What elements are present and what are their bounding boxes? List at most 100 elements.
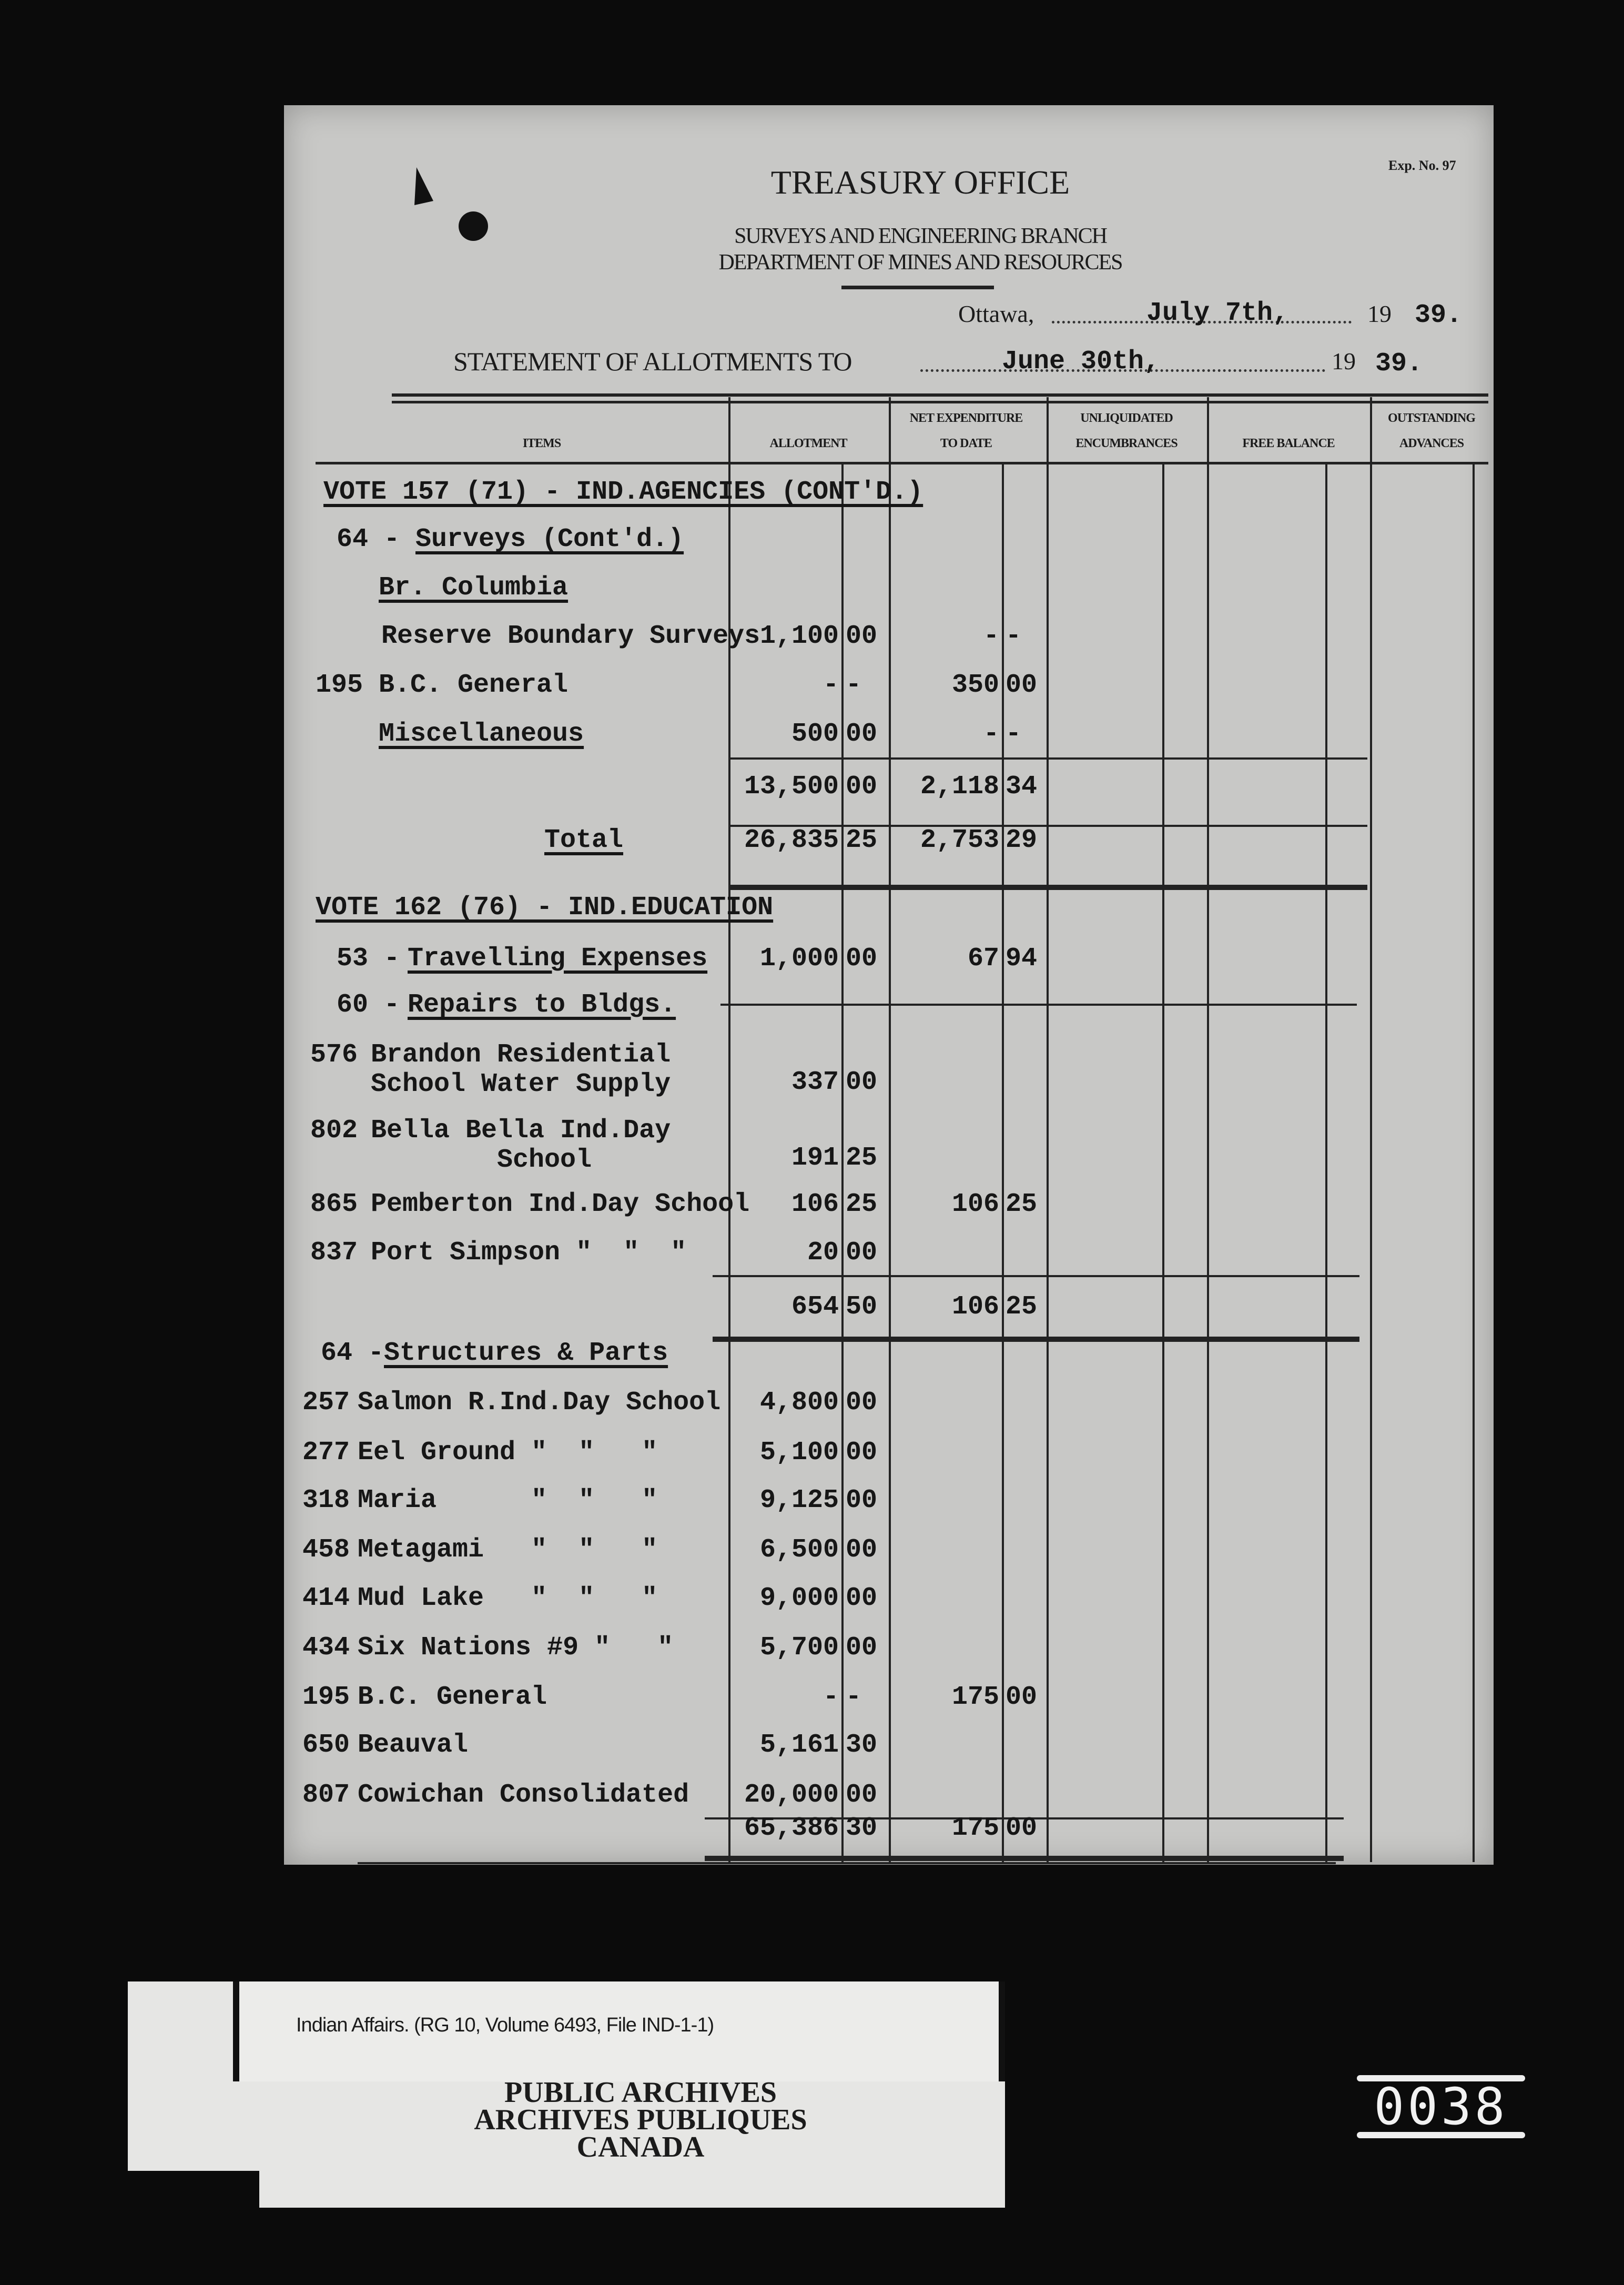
row-item-label: B.C. General <box>379 670 569 700</box>
title-rule <box>841 286 994 289</box>
allotment-dollars: 654 <box>791 1292 839 1322</box>
allotment-cents: 00 <box>846 1388 878 1418</box>
total-rule <box>728 825 1367 827</box>
row-number: 807 <box>302 1780 350 1810</box>
row-number: 802 <box>310 1116 358 1146</box>
allotment-dollars: 1,000 <box>759 944 839 974</box>
allotment-cents: 30 <box>846 1813 878 1843</box>
row-item-label: Structures & Parts <box>384 1338 668 1368</box>
row-item-label: Reserve Boundary Surveys <box>381 621 760 651</box>
column-divider <box>889 397 891 1862</box>
place-label: Ottawa, <box>958 300 1034 327</box>
allotment-dollars: 6,500 <box>759 1535 839 1565</box>
net-expenditure-cents: - <box>1006 621 1022 651</box>
column-header-net-expenditure: NET EXPENDITURE <box>909 411 1023 425</box>
allotment-cents: 00 <box>846 1535 878 1565</box>
row-item-label: Salmon R.Ind.Day School <box>358 1388 721 1418</box>
statement-dotted-line <box>920 369 1325 372</box>
row-item-label: Pemberton Ind.Day School <box>371 1189 750 1219</box>
total-rule <box>713 1337 1359 1342</box>
allotment-cents: 00 <box>846 1438 878 1468</box>
allotment-cents: 50 <box>846 1292 878 1322</box>
allotment-dollars: - <box>823 670 839 700</box>
statement-year-prefix: 19 <box>1332 348 1356 375</box>
row-item-label: Metagami " " " <box>358 1535 658 1565</box>
row-number: 865 <box>310 1189 358 1219</box>
row-item-label: Port Simpson " " " <box>371 1238 687 1268</box>
row-item-label: Eel Ground " " " <box>358 1438 658 1468</box>
column-header-outstanding: OUTSTANDING <box>1388 411 1476 425</box>
row-item-label: Beauval <box>358 1730 469 1760</box>
archive-reference-slip <box>233 1981 1005 2081</box>
row-item-label: VOTE 157 (71) - IND.AGENCIES (CONT'D.) <box>323 477 923 507</box>
year-value: 39. <box>1415 300 1463 330</box>
allotment-dollars: 4,800 <box>759 1388 839 1418</box>
frame-number: 0038 <box>1374 2077 1508 2136</box>
allotment-dollars: 1,100 <box>759 621 839 651</box>
allotment-dollars: 5,100 <box>759 1438 839 1468</box>
punch-mark-icon <box>414 167 488 241</box>
net-expenditure-cents: 00 <box>1006 670 1038 700</box>
allotment-cents: 00 <box>846 1583 878 1613</box>
allotment-dollars: 191 <box>791 1143 839 1173</box>
row-number: 277 <box>302 1438 350 1468</box>
net-expenditure-cents: 34 <box>1006 772 1038 802</box>
allotment-cents: 00 <box>846 1485 878 1515</box>
allotment-dollars: 5,161 <box>759 1730 839 1760</box>
column-header-allotment: ALLOTMENT <box>769 437 847 450</box>
archive-label-card: Indian Affairs. (RG 10, Volume 6493, Fil… <box>128 1981 1005 2208</box>
row-number: 195 <box>316 670 363 700</box>
table-top-rule-2 <box>392 401 1488 403</box>
net-expenditure-dollars: 175 <box>951 1813 999 1843</box>
total-rule <box>705 1856 1344 1861</box>
row-item-label: Maria " " " <box>358 1485 658 1515</box>
allotment-dollars: 337 <box>791 1067 839 1097</box>
net-expenditure-cents: - <box>1006 719 1022 749</box>
net-expenditure-cents: 25 <box>1006 1189 1038 1219</box>
allotment-dollars: 26,835 <box>744 825 839 855</box>
archive-name-en: PUBLIC ARCHIVES <box>504 2076 777 2109</box>
net-expenditure-dollars: 67 <box>967 944 999 974</box>
total-rule <box>720 1004 1357 1006</box>
net-expenditure-dollars: 175 <box>951 1682 999 1712</box>
column-header-items: ITEMS <box>522 437 561 450</box>
net-expenditure-dollars: - <box>983 719 999 749</box>
allotment-dollars: 13,500 <box>744 772 839 802</box>
column-header-unliquidated: UNLIQUIDATED <box>1080 411 1173 425</box>
column-header-net-expenditure-2: TO DATE <box>940 437 992 450</box>
exp-number: Exp. No. 97 <box>1388 158 1456 173</box>
net-expenditure-dollars: 350 <box>951 670 999 700</box>
allotment-dollars: 20 <box>807 1238 839 1268</box>
row-number: 60 - <box>337 990 400 1020</box>
table-top-rule <box>392 393 1488 397</box>
department-name: DEPARTMENT OF MINES AND RESOURCES <box>718 250 1123 275</box>
net-expenditure-cents: 25 <box>1006 1292 1038 1322</box>
allotment-dollars: 106 <box>791 1189 839 1219</box>
archive-name-fr: ARCHIVES PUBLIQUES <box>474 2104 807 2136</box>
frame-bar-bottom <box>1357 2132 1525 2138</box>
row-number: 64 - <box>337 524 400 554</box>
row-number: 64 - <box>321 1338 384 1368</box>
allotment-cents: 25 <box>846 825 878 855</box>
date-value: July 7th, <box>1146 298 1289 328</box>
allotment-cents: 00 <box>846 1780 878 1810</box>
row-number: 53 - <box>337 944 400 974</box>
column-divider <box>841 463 844 1862</box>
column-divider <box>1370 397 1372 1862</box>
statement-year: 39. <box>1375 349 1423 379</box>
row-item-label: Repairs to Bldgs. <box>408 990 676 1020</box>
allotment-dollars: - <box>823 1682 839 1712</box>
row-item-label: Travelling Expenses <box>408 944 708 974</box>
row-item-label: Br. Columbia <box>379 573 569 603</box>
row-item-label: Total <box>544 825 624 855</box>
allotment-cents: 00 <box>846 1238 878 1268</box>
total-rule <box>728 885 1367 890</box>
document-title: TREASURY OFFICE <box>770 164 1070 201</box>
net-expenditure-cents: 94 <box>1006 944 1038 974</box>
column-divider <box>1162 463 1164 1862</box>
row-item-label: Mud Lake " " " <box>358 1583 658 1613</box>
label-shadow <box>128 2171 259 2208</box>
net-expenditure-dollars: 106 <box>951 1292 999 1322</box>
allotment-cents: 00 <box>846 772 878 802</box>
allotment-cents: 00 <box>846 1067 878 1097</box>
